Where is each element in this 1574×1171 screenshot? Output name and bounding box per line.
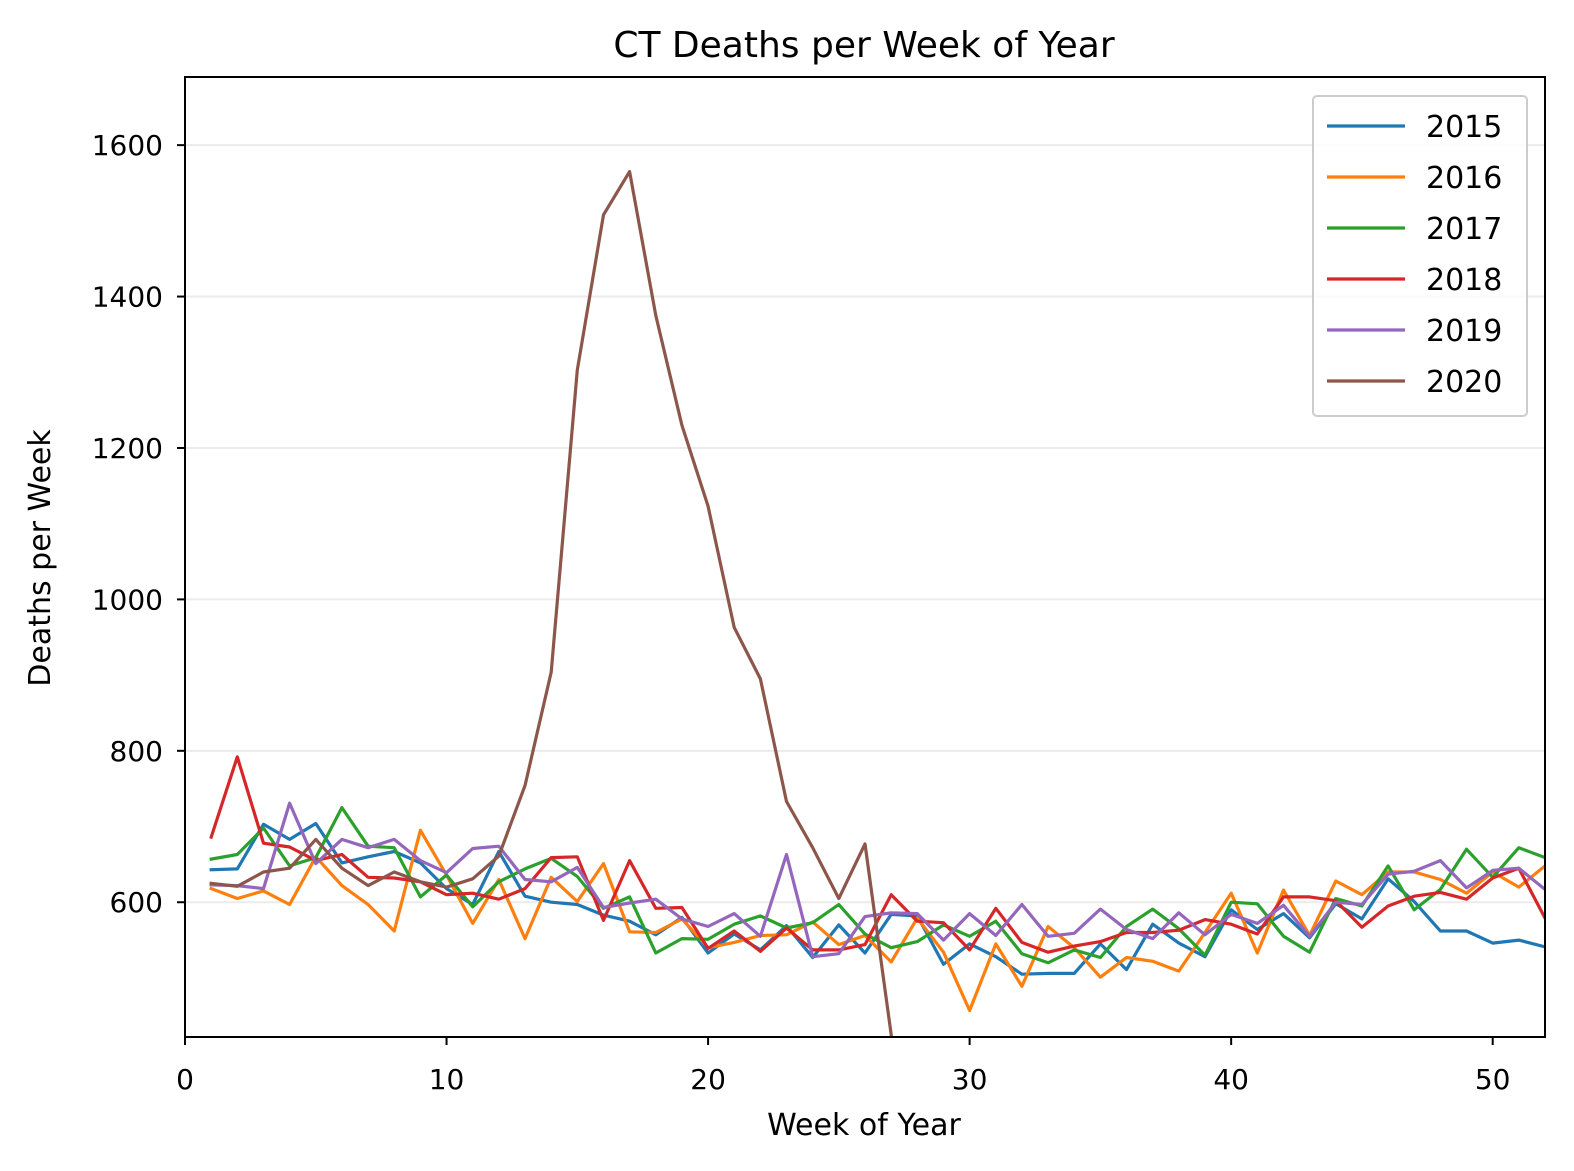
y-tick-label: 1400: [92, 281, 163, 314]
legend-label-2016: 2016: [1426, 161, 1502, 196]
series-line-2020: [209, 170, 894, 1037]
series-line-2019: [209, 801, 1545, 959]
y-tick-label: 800: [110, 735, 163, 768]
series-line-2018: [209, 755, 1545, 954]
x-tick-label: 20: [690, 1063, 726, 1096]
x-tick-label: 30: [952, 1063, 988, 1096]
x-tick-label: 50: [1475, 1063, 1511, 1096]
y-tick-label: 1200: [92, 432, 163, 465]
plot-area-frame: [184, 76, 1546, 1038]
legend: 2015 2016 2017 2018 2019 2020: [1312, 95, 1528, 417]
y-axis-title: Deaths per Week: [23, 429, 58, 687]
chart-title: CT Deaths per Week of Year: [613, 25, 1115, 66]
x-tick-label: 0: [176, 1063, 194, 1096]
x-tick-label: 10: [429, 1063, 465, 1096]
y-tick-label: 1600: [92, 129, 163, 162]
legend-label-2019: 2019: [1426, 314, 1502, 349]
x-tick-label: 40: [1213, 1063, 1249, 1096]
series-lines: [209, 170, 1545, 1037]
legend-label-2015: 2015: [1426, 110, 1502, 145]
legend-label-2020: 2020: [1426, 365, 1502, 400]
legend-label-2017: 2017: [1426, 212, 1502, 247]
x-axis-title: Week of Year: [767, 1108, 961, 1143]
y-axis-ticks: 600 800 1000 1200 1400 1600: [92, 129, 185, 919]
x-axis-ticks: 0 10 20 30 40 50: [176, 1037, 1511, 1096]
y-tick-label: 600: [110, 886, 163, 919]
legend-label-2018: 2018: [1426, 263, 1502, 298]
y-tick-label: 1000: [92, 583, 163, 616]
